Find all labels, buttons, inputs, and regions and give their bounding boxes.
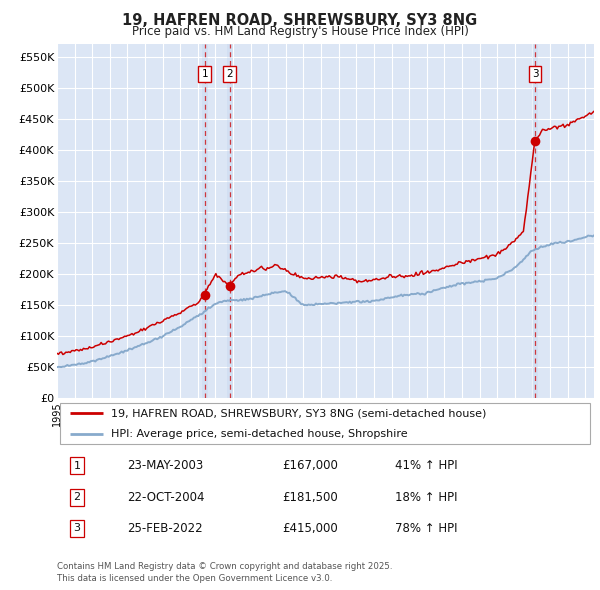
Text: £181,500: £181,500 — [283, 490, 338, 504]
Bar — [227, 44, 233, 398]
Text: 1: 1 — [73, 461, 80, 471]
Text: 18% ↑ HPI: 18% ↑ HPI — [395, 490, 458, 504]
Text: 25-FEB-2022: 25-FEB-2022 — [127, 522, 202, 535]
Bar — [202, 44, 208, 398]
Text: 2: 2 — [226, 70, 233, 79]
Bar — [532, 44, 538, 398]
Text: 19, HAFREN ROAD, SHREWSBURY, SY3 8NG: 19, HAFREN ROAD, SHREWSBURY, SY3 8NG — [122, 13, 478, 28]
Text: HPI: Average price, semi-detached house, Shropshire: HPI: Average price, semi-detached house,… — [111, 428, 407, 438]
Text: 78% ↑ HPI: 78% ↑ HPI — [395, 522, 458, 535]
Text: 1: 1 — [202, 70, 208, 79]
Text: Contains HM Land Registry data © Crown copyright and database right 2025.
This d: Contains HM Land Registry data © Crown c… — [57, 562, 392, 583]
Text: 41% ↑ HPI: 41% ↑ HPI — [395, 460, 458, 473]
Text: Price paid vs. HM Land Registry's House Price Index (HPI): Price paid vs. HM Land Registry's House … — [131, 25, 469, 38]
Text: £415,000: £415,000 — [283, 522, 338, 535]
Text: 3: 3 — [73, 523, 80, 533]
Text: 23-MAY-2003: 23-MAY-2003 — [127, 460, 203, 473]
Text: £167,000: £167,000 — [283, 460, 338, 473]
FancyBboxPatch shape — [59, 403, 590, 444]
Text: 2: 2 — [73, 492, 80, 502]
Text: 22-OCT-2004: 22-OCT-2004 — [127, 490, 205, 504]
Text: 19, HAFREN ROAD, SHREWSBURY, SY3 8NG (semi-detached house): 19, HAFREN ROAD, SHREWSBURY, SY3 8NG (se… — [111, 408, 486, 418]
Text: 3: 3 — [532, 70, 538, 79]
